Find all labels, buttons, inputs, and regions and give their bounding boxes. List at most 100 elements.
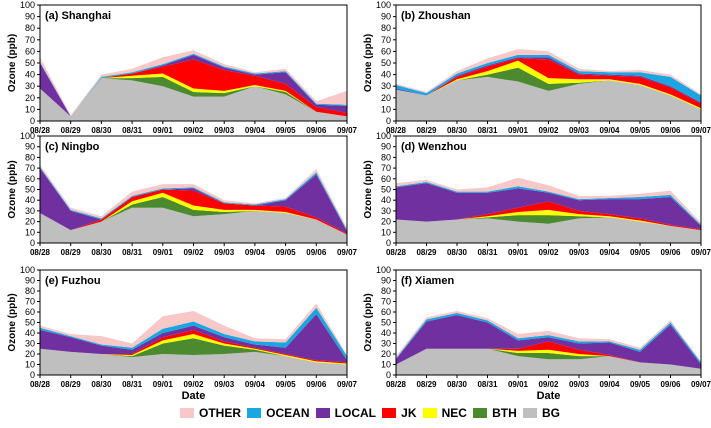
- x-tick-label: 09/07: [691, 126, 711, 135]
- y-tick-label: 80: [25, 152, 35, 162]
- y-tick-label: 50: [25, 185, 35, 195]
- x-tick-label: 08/30: [91, 248, 112, 257]
- legend-item-nec: NEC: [422, 406, 467, 420]
- y-tick-label: 70: [25, 297, 35, 307]
- y-tick-label: 0: [30, 238, 35, 248]
- legend-label-local: LOCAL: [334, 406, 376, 420]
- x-tick-label: 08/30: [447, 248, 468, 257]
- area-local: [396, 183, 701, 230]
- x-tick-label: 09/07: [691, 380, 711, 389]
- y-tick-label: 80: [381, 286, 391, 296]
- y-tick-label: 0: [386, 116, 391, 126]
- x-tick-label: 09/03: [569, 126, 590, 135]
- x-tick-label: 09/04: [245, 248, 266, 257]
- y-tick-label: 40: [25, 328, 35, 338]
- x-tick-label: 08/30: [91, 126, 112, 135]
- y-tick-label: 40: [25, 195, 35, 205]
- area-jk: [396, 58, 701, 109]
- legend-label-bth: BTH: [492, 406, 517, 420]
- x-tick-label: 08/31: [477, 248, 498, 257]
- x-tick-label: 09/07: [337, 248, 358, 257]
- x-tick-label: 09/03: [214, 248, 235, 257]
- legend-item-local: LOCAL: [315, 406, 376, 420]
- y-tick-label: 20: [25, 93, 35, 103]
- area-other: [40, 303, 347, 357]
- y-tick-label: 10: [381, 227, 391, 237]
- area-nec: [396, 209, 701, 231]
- x-tick-label: 09/06: [660, 248, 681, 257]
- x-tick-label: 09/05: [276, 380, 297, 389]
- panel-title: (d) Wenzhou: [401, 141, 467, 153]
- y-tick-label: 60: [25, 46, 35, 56]
- area-bth: [396, 215, 701, 231]
- y-tick-label: 70: [381, 297, 391, 307]
- legend-item-bg: BG: [522, 406, 560, 420]
- panel-title: (b) Zhoushan: [401, 10, 471, 22]
- y-tick-label: 80: [25, 23, 35, 33]
- y-tick-label: 20: [25, 217, 35, 227]
- x-tick-label: 09/02: [183, 380, 204, 389]
- x-tick-label: 09/06: [660, 380, 681, 389]
- x-tick-label: 09/02: [538, 126, 559, 135]
- y-tick-label: 20: [381, 217, 391, 227]
- y-tick-label: 100: [20, 0, 35, 10]
- y-axis-label: Ozone (ppb): [363, 160, 374, 218]
- y-tick-label: 10: [25, 227, 35, 237]
- x-tick-label: 09/02: [538, 380, 559, 389]
- legend-swatch-bg: [522, 408, 537, 418]
- area-bg: [396, 348, 701, 375]
- area-nec: [40, 334, 347, 365]
- y-tick-label: 50: [25, 58, 35, 68]
- y-tick-label: 50: [381, 318, 391, 328]
- x-tick-label: 09/04: [599, 126, 620, 135]
- y-tick-label: 100: [376, 131, 391, 141]
- y-tick-label: 40: [25, 70, 35, 80]
- legend-item-jk: JK: [382, 406, 416, 420]
- y-tick-label: 30: [25, 81, 35, 91]
- x-tick-label: 09/06: [660, 126, 681, 135]
- y-tick-label: 30: [381, 206, 391, 216]
- area-local: [40, 314, 347, 363]
- x-tick-label: 09/07: [337, 380, 358, 389]
- legend-swatch-bth: [473, 408, 488, 418]
- legend-label-other: OTHER: [199, 406, 241, 420]
- legend-item-bth: BTH: [473, 406, 517, 420]
- y-tick-label: 50: [381, 185, 391, 195]
- area-local: [40, 168, 347, 234]
- y-tick-label: 30: [381, 339, 391, 349]
- area-nec: [396, 60, 701, 110]
- x-tick-label: 08/31: [122, 380, 143, 389]
- area-bth: [40, 338, 347, 365]
- x-tick-label: 08/28: [386, 126, 407, 135]
- legend-swatch-ocean: [247, 408, 262, 418]
- y-tick-label: 80: [381, 152, 391, 162]
- area-other: [396, 49, 701, 96]
- legend-swatch-local: [315, 408, 330, 418]
- legend-swatch-nec: [422, 408, 437, 418]
- x-tick-label: 08/31: [122, 248, 143, 257]
- y-axis-label: Ozone (ppb): [7, 34, 18, 92]
- y-axis-label: Ozone (ppb): [7, 160, 18, 218]
- x-tick-label: 08/28: [30, 380, 51, 389]
- legend-item-ocean: OCEAN: [247, 406, 310, 420]
- area-other: [396, 177, 701, 225]
- y-tick-label: 0: [386, 238, 391, 248]
- y-tick-label: 60: [381, 174, 391, 184]
- x-tick-label: 09/04: [599, 380, 620, 389]
- panel-title: (a) Shanghai: [45, 10, 111, 22]
- x-tick-label: 08/28: [386, 248, 407, 257]
- y-tick-label: 60: [381, 46, 391, 56]
- y-tick-label: 30: [25, 339, 35, 349]
- y-tick-label: 100: [20, 131, 35, 141]
- y-tick-label: 100: [20, 265, 35, 275]
- x-tick-label: 08/31: [477, 126, 498, 135]
- y-tick-label: 90: [381, 12, 391, 22]
- y-axis-label: Ozone (ppb): [7, 293, 18, 351]
- x-tick-label: 09/07: [337, 126, 358, 135]
- y-tick-label: 50: [381, 58, 391, 68]
- legend-swatch-other: [180, 408, 194, 418]
